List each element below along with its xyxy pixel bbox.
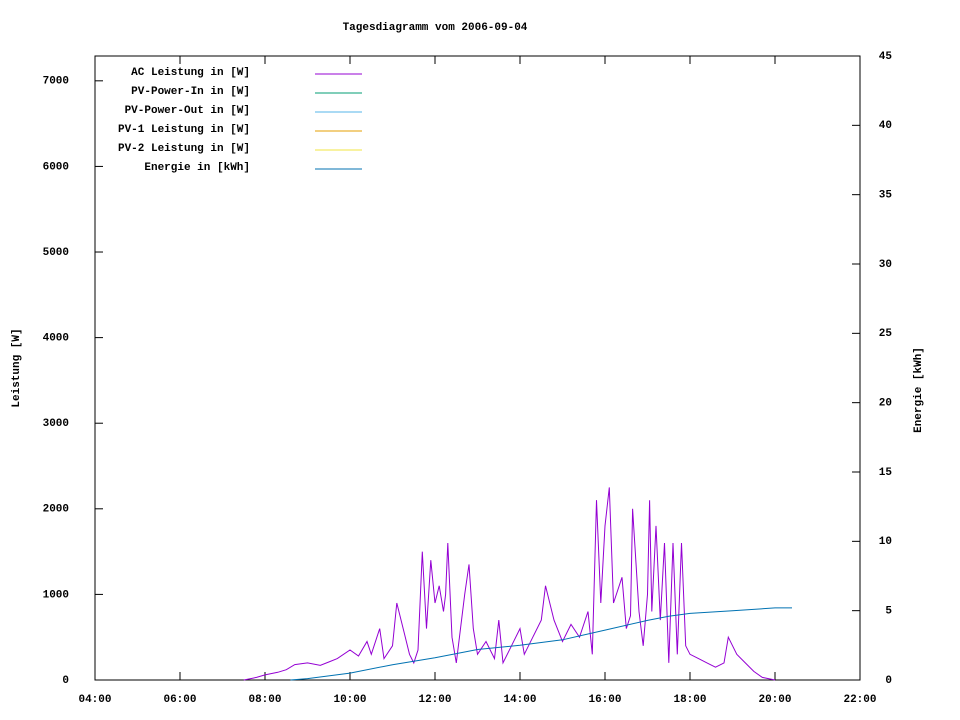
x-tick-label: 08:00 (248, 694, 281, 706)
y-tick-label: 7000 (43, 76, 69, 88)
chart-title: Tagesdiagramm vom 2006-09-04 (343, 22, 528, 34)
y2-tick-label: 35 (879, 190, 893, 202)
x-tick-label: 20:00 (758, 694, 791, 706)
y2-tick-label: 30 (879, 259, 892, 271)
legend-label: AC Leistung in [W] (131, 67, 250, 79)
y2-axis-label: Energie [kWh] (913, 347, 925, 433)
legend-label: PV-Power-Out in [W] (125, 105, 250, 117)
x-tick-label: 16:00 (588, 694, 621, 706)
legend-label: PV-Power-In in [W] (131, 86, 250, 98)
y2-tick-label: 20 (879, 398, 892, 410)
series-line (243, 487, 776, 681)
y-tick-label: 3000 (43, 418, 69, 430)
legend-label: PV-2 Leistung in [W] (118, 143, 250, 155)
y2-tick-label: 40 (879, 120, 892, 132)
y2-tick-label: 10 (879, 536, 892, 548)
y2-tick-label: 25 (879, 328, 893, 340)
x-tick-label: 22:00 (843, 694, 876, 706)
plot-frame (94, 55, 861, 681)
series-line (290, 607, 792, 681)
y-tick-label: 5000 (43, 247, 69, 259)
x-tick-label: 12:00 (418, 694, 451, 706)
x-tick-label: 10:00 (333, 694, 366, 706)
y-tick-label: 2000 (43, 504, 69, 516)
y-axis-label: Leistung [W] (11, 328, 23, 407)
y2-tick-label: 15 (879, 467, 893, 479)
x-tick-label: 18:00 (673, 694, 706, 706)
y2-tick-label: 0 (885, 675, 892, 687)
y2-tick-label: 5 (885, 606, 892, 618)
y-tick-label: 0 (62, 675, 69, 687)
y2-tick-label: 45 (879, 51, 893, 63)
legend-label: PV-1 Leistung in [W] (118, 124, 250, 136)
x-tick-label: 06:00 (163, 694, 196, 706)
y-tick-label: 6000 (43, 161, 69, 173)
y-tick-label: 4000 (43, 333, 69, 345)
x-tick-label: 14:00 (503, 694, 536, 706)
y-tick-label: 1000 (43, 589, 69, 601)
legend-label: Energie in [kWh] (144, 162, 250, 174)
x-tick-label: 04:00 (78, 694, 111, 706)
